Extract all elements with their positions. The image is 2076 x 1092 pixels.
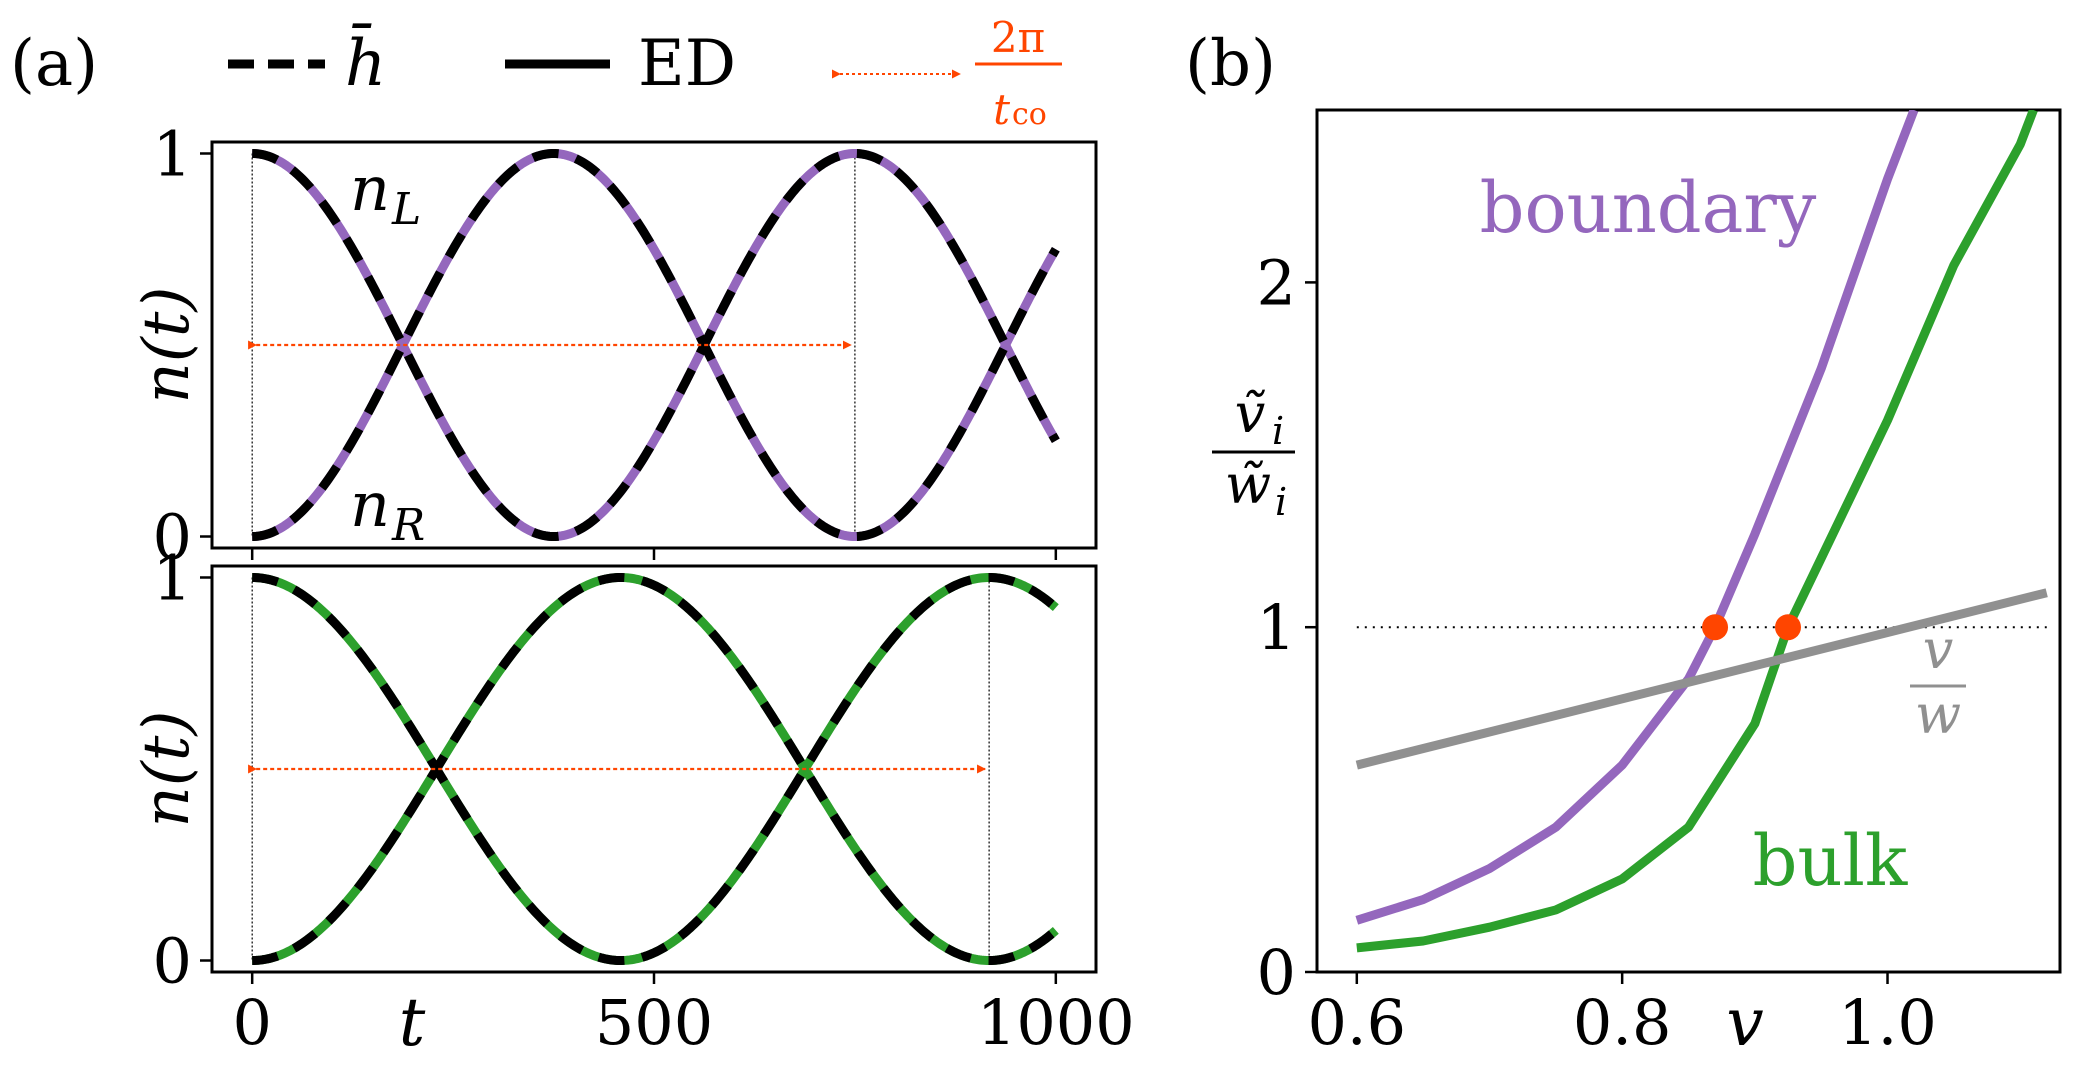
intersection-point-1 xyxy=(1775,614,1802,641)
label-n-L: n xyxy=(350,152,390,225)
legend-arrow-den-sub: co xyxy=(1012,97,1047,132)
xtick-label-0: 0 xyxy=(232,986,271,1059)
series-n-l-h--2 xyxy=(252,572,1059,965)
label-n-R-sub: R xyxy=(391,500,425,551)
panel-a-top-plot: 01 xyxy=(153,117,1060,574)
label-n-L-sub: L xyxy=(391,184,421,235)
ytick-label-1: 1 xyxy=(153,117,192,190)
b-xtick-label-2: 1.0 xyxy=(1838,986,1937,1059)
panel-a-top-frame xyxy=(210,140,1098,550)
legend-arrow-num: 2π xyxy=(991,13,1045,62)
panel-b-label: (b) xyxy=(1185,27,1276,101)
panel-b-ylabel-num: ṽ xyxy=(1235,382,1266,445)
panel-b-ylabel-den-sub: i xyxy=(1275,480,1287,524)
b-ytick-label-2: 2 xyxy=(1257,246,1296,319)
b-xtick-label-1: 0.8 xyxy=(1573,986,1672,1059)
series-n-l-ed--0 xyxy=(252,148,1060,542)
panel-a-label: (a) xyxy=(10,27,98,101)
v-over-w-den: w xyxy=(1915,683,1961,746)
label-n-R: n xyxy=(350,468,390,541)
ytick-label-0: 0 xyxy=(153,925,192,998)
panel-a-bottom: 0 1 0 500 1000 n(t) t xyxy=(130,541,1135,1061)
panel-b-xlabel: v xyxy=(1726,984,1763,1061)
panel-b-ylabel-num-sub: i xyxy=(1272,409,1284,453)
boundary-label: boundary xyxy=(1480,167,1817,249)
legend: (a) h̄ ED 2π t co xyxy=(10,13,1062,134)
v-over-w-num: v xyxy=(1923,618,1954,681)
bulk-label: bulk xyxy=(1753,820,1908,902)
ytick-label-0: 0 xyxy=(153,501,192,574)
panel-a-bottom-plot: 0 1 0 500 1000 xyxy=(153,541,1135,1059)
series-n-r-ed--1 xyxy=(252,148,1060,542)
panel-b: (b) 0 1 2 0.6 0.8 1.0 boundary bulk v w ṽ i w… xyxy=(1185,27,2062,1061)
series-v-w xyxy=(1355,588,2048,770)
panel-b-frame xyxy=(1315,108,2062,974)
legend-solid-label: ED xyxy=(638,27,736,101)
panel-b-plot: 0 1 2 0.6 0.8 1.0 xyxy=(1257,110,2048,1059)
panel-a-xlabel: t xyxy=(399,984,426,1061)
intersection-point-0 xyxy=(1702,614,1729,641)
legend-arrow-den: t xyxy=(993,85,1010,134)
xtick-label-1: 500 xyxy=(595,986,713,1059)
panel-a-top-ylabel: n(t) xyxy=(130,287,204,404)
ytick-label-1: 1 xyxy=(153,541,192,614)
b-ytick-label-1: 1 xyxy=(1257,591,1296,664)
series-bulk xyxy=(1356,110,2038,953)
legend-dashed-label: h̄ xyxy=(345,23,386,101)
b-xtick-label-0: 0.6 xyxy=(1307,986,1406,1059)
panel-a-top: 01 n L n R n(t) xyxy=(130,117,1098,574)
panel-a-bottom-ylabel: n(t) xyxy=(130,711,204,828)
xtick-label-2: 1000 xyxy=(977,986,1135,1059)
series-n-r-h--3 xyxy=(252,573,1059,966)
b-ytick-label-0: 0 xyxy=(1257,936,1296,1009)
panel-b-ylabel-den: w̃ xyxy=(1225,453,1271,516)
